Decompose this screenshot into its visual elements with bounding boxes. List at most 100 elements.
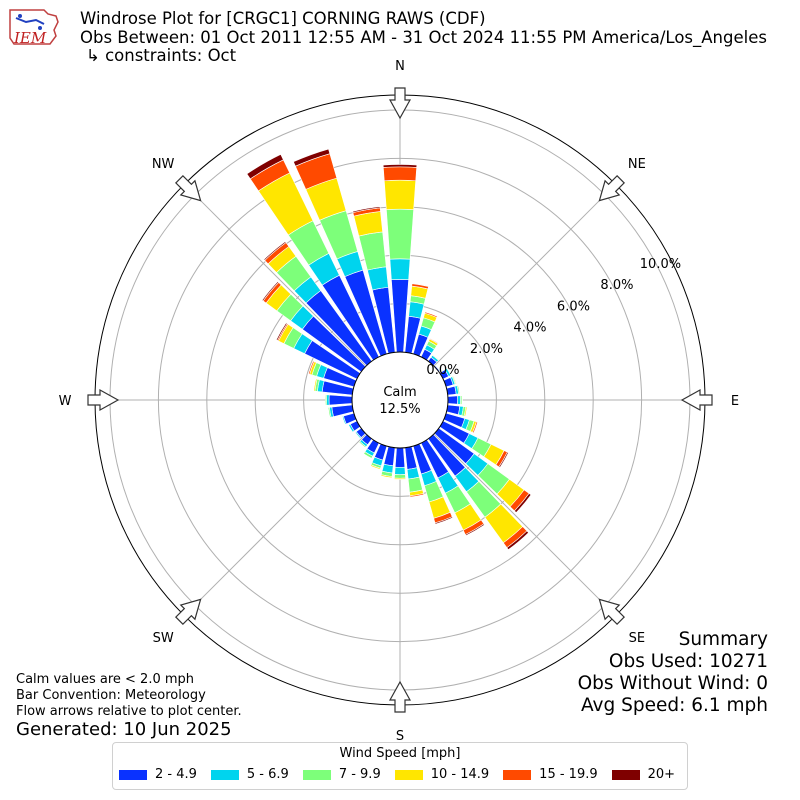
legend-item: 20+ [611,767,676,782]
wind-bar-segment [429,337,439,345]
compass-label: SW [153,631,174,646]
legend-swatch [394,769,423,780]
compass-label: E [731,394,739,409]
flow-arrows-note: Flow arrows relative to plot center. [16,704,242,719]
wind-bar-segment [313,378,318,392]
flow-arrow-icon [174,598,202,626]
summary-obs-used: Obs Used: 10271 [608,651,768,672]
wind-bar-segment [409,493,425,498]
wind-bar-segment [432,353,440,361]
logo-text: IEM [13,29,47,47]
radial-tick-label: 10.0% [640,257,681,272]
calm-note: Calm values are < 2.0 mph [16,672,195,687]
legend-swatch [119,769,147,780]
wind-bar-segment [463,406,468,417]
flow-arrow-icon [598,598,626,626]
wind-bar-segment [424,311,438,318]
wind-bar-segment [452,375,458,385]
spoke-line [183,433,367,617]
wind-bar-segment [261,281,280,302]
radial-tick-label: 8.0% [600,278,633,293]
legend-swatch [210,769,239,780]
wind-bar-segment [394,447,406,468]
wind-bar-segment [411,283,429,290]
wind-bar-segment [457,384,461,395]
wind-bar-segment [394,474,406,479]
calm-value: 12.5% [379,402,420,417]
wind-bar-segment [407,476,423,493]
wind-bar-segment [498,451,509,469]
obs-range: Obs Between: 01 Oct 2011 12:55 AM - 31 O… [80,28,767,47]
chart-title: Windrose Plot for [CRGC1] CORNING RAWS (… [80,9,486,28]
wind-bar-segment [246,153,284,180]
flow-arrow-icon [388,680,412,713]
legend-item: 10 - 14.9 [394,767,490,782]
wind-bar-segment [353,432,361,440]
wind-bar-segment [325,394,328,406]
wind-bar-segment [327,406,332,418]
iem-logo: IEM [9,9,59,47]
wind-bar-segment [347,424,354,433]
wind-bar-segment [434,516,454,525]
wind-bar-segment [380,474,393,479]
compass-label: W [59,394,72,409]
compass-label: NE [628,157,646,172]
wind-bar-segment [393,477,407,480]
legend-label: 20+ [647,767,676,782]
compass-label: S [396,729,404,744]
wind-bar-segment [328,394,353,406]
wind-bar-segment [367,266,389,291]
windrose-bars [246,148,532,551]
compass-label: NW [152,157,175,172]
wind-bar-segment [446,404,461,416]
wind-bar-segment [382,164,418,168]
legend-item: 15 - 19.9 [503,767,598,782]
legend-label: 2 - 4.9 [155,767,197,782]
legend-item: 7 - 9.9 [302,767,381,782]
wind-bar-segment [472,421,478,434]
radial-tick-label: 0.0% [426,363,459,378]
legend-swatch [503,769,532,780]
wind-bar-segment [446,367,453,376]
flow-arrow-icon [680,388,713,412]
flow-arrow-icon [87,388,120,412]
wind-bar-segment [362,453,373,460]
legend-item: 2 - 4.9 [119,767,197,782]
wind-bar-segment [464,523,485,537]
radial-tick-label: 6.0% [557,299,590,314]
compass-label: N [395,59,405,74]
legend-title: Wind Speed [mph] [339,746,461,761]
wind-bar-segment [263,241,287,261]
legend-label: 5 - 6.9 [246,767,289,782]
wind-bar-segment [275,322,288,341]
flow-arrow-icon [174,174,202,202]
wind-bar-segment [293,148,331,167]
calm-circle [351,351,449,449]
legend-swatch [611,769,640,780]
wind-bar-segment [461,395,463,405]
flow-arrow-icon [388,87,412,120]
summary-title: Summary [678,629,768,650]
bar-convention-note: Bar Convention: Meteorology [16,688,206,703]
spoke-line [183,183,367,367]
spoke-line [433,183,617,367]
wind-bar-segment [506,530,529,551]
legend-item: 5 - 6.9 [210,767,289,782]
legend-label: 10 - 14.9 [430,767,490,782]
wind-bar-segment [358,441,366,449]
radial-tick-label: 4.0% [513,321,546,336]
constraints-line: ↳ constraints: Oct [86,46,237,65]
legend-label: 15 - 19.9 [539,767,598,782]
wind-bar-segment [383,179,417,211]
compass-label: SE [629,631,645,646]
wind-bar-segment [386,208,414,260]
legend-items: 2 - 4.9 5 - 6.9 7 - 9.9 10 - 14.9 15 - 19.9 2… [119,767,689,782]
wind-bar-segment [341,416,346,426]
generated-date: Generated: 10 Jun 2025 [16,719,232,740]
chart-overlay: Calm 12.5% 0.0% 2.0% 4.0% 6.0% 8.0% 10.0% N NE E SE… [59,59,740,744]
spoke-line [433,433,617,617]
legend-swatch [302,769,331,780]
summary-obs-without-wind: Obs Without Wind: 0 [577,673,768,694]
wind-bar-segment [352,206,381,213]
